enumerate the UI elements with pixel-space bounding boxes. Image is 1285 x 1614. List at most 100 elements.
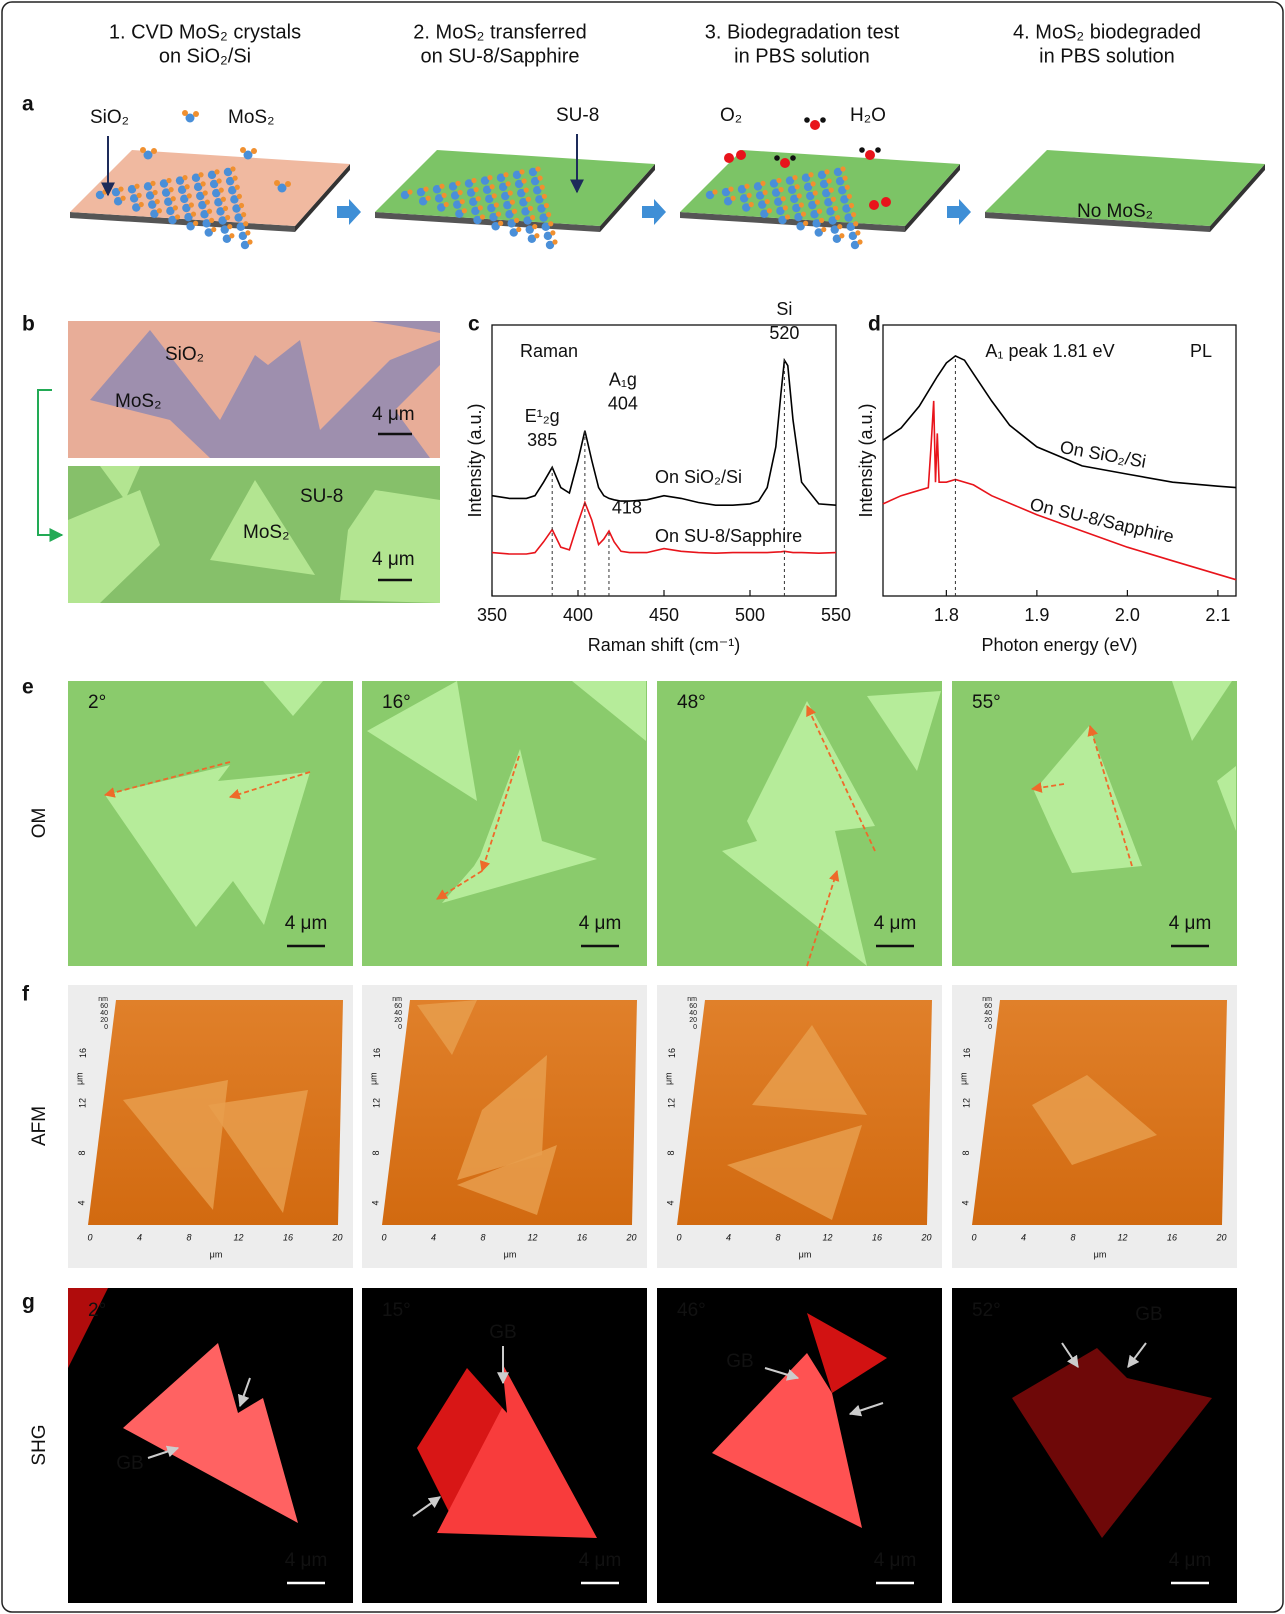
s-atom <box>461 208 467 214</box>
s-atom <box>550 230 556 236</box>
s-atom <box>120 195 126 201</box>
mo-atom <box>803 182 813 192</box>
panel-letter: f <box>22 983 30 1006</box>
s-atom <box>172 205 178 211</box>
diagram-label: H₂O <box>850 105 886 126</box>
mo-atom <box>824 198 833 207</box>
mo-atom <box>776 206 785 216</box>
mo-atom <box>810 210 819 219</box>
mo-atom <box>434 194 444 203</box>
s-atom <box>525 196 531 202</box>
mo-atom <box>129 194 139 203</box>
mo-atom <box>232 204 241 213</box>
afm-tick: 8 <box>1070 1232 1075 1242</box>
h2o <box>865 150 875 160</box>
panel-letter: e <box>22 676 34 699</box>
s-atom <box>198 172 204 178</box>
mo-atom <box>228 186 237 195</box>
h2o <box>774 155 780 161</box>
afm-tick: 0 <box>104 1024 108 1031</box>
mo-atom <box>453 200 462 209</box>
gb-arrow <box>764 1367 800 1381</box>
x-axis-label: Raman shift (cm⁻¹) <box>588 635 741 655</box>
afm-tick: 16 <box>78 1048 88 1058</box>
afm-tick: 4 <box>960 1200 970 1205</box>
crystal <box>208 1090 308 1213</box>
s-atom <box>830 196 836 202</box>
o2 <box>736 150 746 160</box>
mo-atom <box>471 206 480 216</box>
afm-tick: 60 <box>394 1003 402 1010</box>
mo-atom <box>844 213 853 222</box>
spectrum-line <box>882 354 1237 489</box>
s-atom <box>479 214 486 220</box>
afm-tick: 16 <box>372 1048 382 1058</box>
afm-tick: 60 <box>689 1003 697 1010</box>
s-atom <box>188 202 194 208</box>
s-atom <box>857 239 863 245</box>
afm-tick: 12 <box>77 1098 87 1108</box>
o2 <box>881 197 891 207</box>
mo-atom <box>418 197 428 206</box>
s-atom <box>527 205 534 211</box>
spectrum-line <box>882 400 1237 581</box>
crystal <box>263 681 323 716</box>
x-tick-label: 1.9 <box>1024 605 1049 625</box>
mo-atom <box>822 188 831 198</box>
afm-tick: 4 <box>726 1232 731 1242</box>
molecule <box>285 181 291 187</box>
crystal <box>1034 726 1142 873</box>
edge-arrow <box>436 870 483 900</box>
x-tick-label: 550 <box>821 605 851 625</box>
h2o <box>804 117 810 123</box>
s-atom <box>489 184 495 190</box>
mo-atom <box>191 173 201 182</box>
afm-tick: 12 <box>822 1232 832 1242</box>
s-atom <box>507 190 513 196</box>
step-arrow <box>337 199 361 225</box>
row-label: SHG <box>29 1424 50 1465</box>
diagram-label: No MoS₂ <box>1077 201 1153 222</box>
h2o <box>790 155 796 161</box>
mo-atom <box>473 215 482 225</box>
mo-atom <box>830 225 839 234</box>
s-atom <box>782 205 788 211</box>
afm-unit: μm <box>663 1072 673 1085</box>
s-atom <box>423 186 429 192</box>
crystal <box>437 1363 597 1538</box>
s-atom <box>156 208 162 214</box>
mo-atom <box>487 203 496 213</box>
panel-letter: d <box>868 313 881 336</box>
mo-atom <box>519 198 528 207</box>
afm-tick: 8 <box>666 1150 676 1155</box>
s-atom <box>491 193 497 199</box>
afm-tick: 4 <box>76 1200 86 1205</box>
mo-atom <box>186 222 195 231</box>
mo-atom <box>537 204 546 213</box>
afm-tick: 8 <box>186 1232 191 1242</box>
x-tick-label: 1.8 <box>934 605 959 625</box>
mo-atom <box>796 222 805 231</box>
afm-tick: 20 <box>331 1232 342 1242</box>
s-atom <box>812 190 818 196</box>
bracket <box>37 389 64 542</box>
s-atom <box>241 212 247 218</box>
s-atom <box>712 189 718 195</box>
mo-atom <box>200 210 209 219</box>
peak-label: Si <box>776 299 792 319</box>
s-atom <box>839 233 845 239</box>
scale-label: 4 μm <box>579 913 622 934</box>
mo-atom <box>214 198 223 207</box>
afm-tick: 12 <box>666 1098 676 1108</box>
crystal <box>123 1343 298 1523</box>
crystal <box>727 1125 862 1220</box>
y-axis-label: Intensity (a.u.) <box>465 403 485 517</box>
mo-atom <box>448 182 458 191</box>
mo-atom <box>159 179 169 188</box>
mo-atom <box>164 197 173 206</box>
peak-value: 520 <box>769 323 799 343</box>
mo-atom <box>505 210 514 219</box>
s-atom <box>170 196 176 202</box>
angle-label: 16° <box>382 692 411 713</box>
